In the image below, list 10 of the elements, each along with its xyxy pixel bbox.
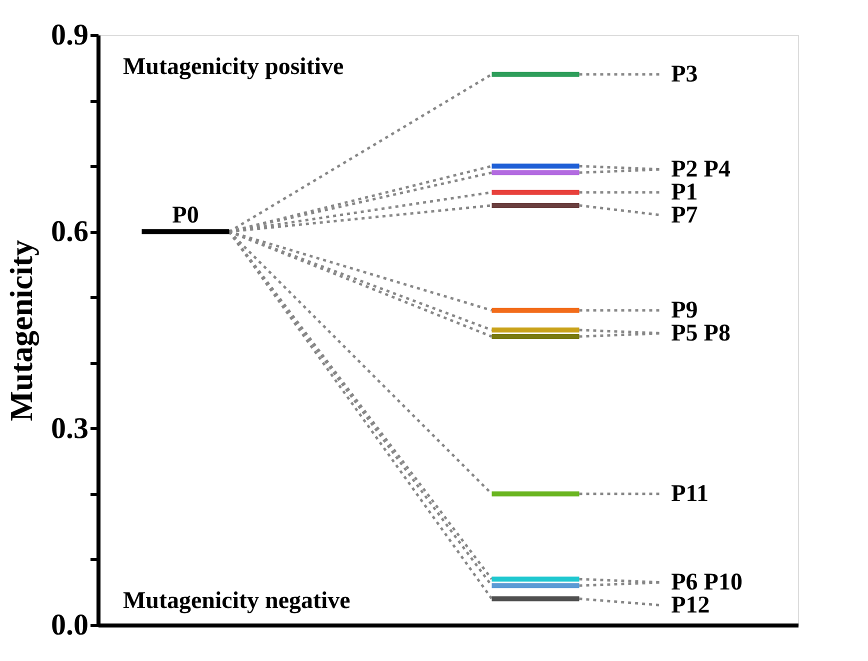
annotation: Mutagenicity negative <box>123 588 351 614</box>
annotation: P0 <box>172 202 199 229</box>
annotation: P11 <box>671 480 708 507</box>
annotation: Mutagenicity positive <box>123 54 344 80</box>
y-tick-label: 0.9 <box>51 18 88 52</box>
y-tick-label: 0.6 <box>51 215 88 248</box>
y-tick-label: 0.0 <box>51 608 88 642</box>
annotation: P3 <box>671 61 698 88</box>
y-axis-title: Mutagenicity <box>3 240 40 422</box>
y-tick-label: 0.3 <box>51 412 88 445</box>
